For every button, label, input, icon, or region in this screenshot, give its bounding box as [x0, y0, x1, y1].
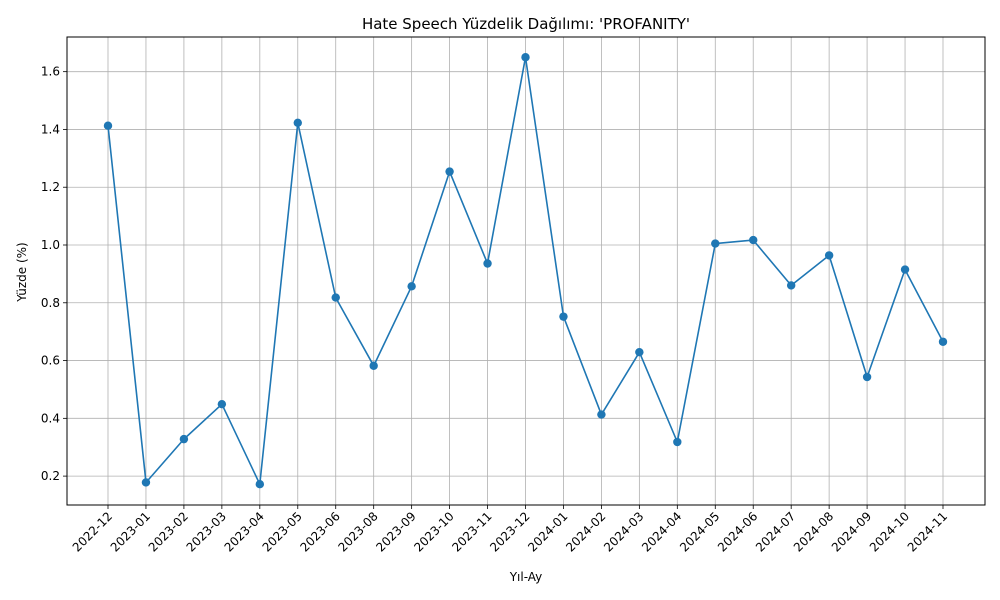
- y-tick-label: 1.4: [41, 122, 60, 136]
- chart-title: Hate Speech Yüzdelik Dağılımı: 'PROFANIT…: [362, 15, 690, 33]
- data-point: [786, 281, 796, 290]
- data-point: [900, 265, 910, 274]
- y-tick-label: 0.6: [41, 354, 60, 368]
- data-point: [559, 312, 568, 321]
- x-axis-title: Yıl-Ay: [509, 570, 543, 584]
- data-point: [749, 235, 758, 245]
- data-point: [293, 118, 302, 128]
- y-tick-label: 1.0: [41, 238, 60, 252]
- data-point: [862, 372, 872, 382]
- data-point: [255, 480, 265, 489]
- y-axis: 0.2 0.4 0.6 0.8 1.0 1.2 1.4 1.6: [41, 65, 67, 483]
- data-point: [179, 434, 189, 444]
- data-point: [938, 337, 948, 346]
- data-point: [369, 361, 378, 370]
- data-point: [217, 399, 227, 409]
- data-point: [331, 293, 340, 302]
- data-point: [597, 410, 606, 419]
- grid: [67, 37, 985, 505]
- data-point: [673, 437, 682, 447]
- data-point: [635, 347, 644, 357]
- y-tick-label: 0.4: [41, 411, 60, 425]
- y-tick-label: 1.2: [41, 180, 60, 194]
- data-point: [103, 121, 113, 130]
- data-point: [521, 53, 530, 62]
- data-point: [445, 167, 454, 176]
- plot-frame: [66, 36, 986, 506]
- data-point: [711, 239, 720, 248]
- y-tick-label: 0.8: [41, 296, 60, 310]
- y-axis-title: Yüzde (%): [15, 242, 29, 302]
- y-tick-label: 1.6: [41, 65, 60, 79]
- data-point: [824, 251, 834, 260]
- series-layer: [103, 53, 948, 489]
- data-point: [141, 478, 151, 487]
- data-point: [407, 282, 416, 291]
- data-point: [483, 259, 492, 268]
- y-tick-label: 0.2: [41, 469, 60, 483]
